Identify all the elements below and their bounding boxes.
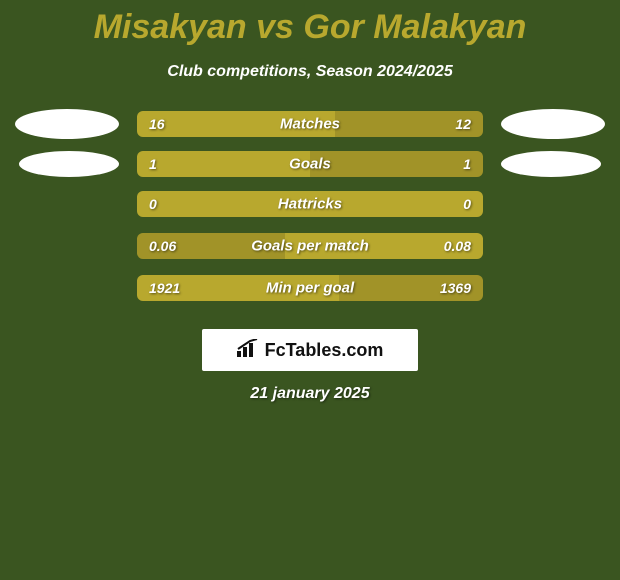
bar-fill-right: [310, 151, 483, 177]
stat-bar: 1 Goals 1: [137, 151, 483, 177]
stats-row: 1 Goals 1: [0, 151, 620, 177]
stats-row: 16 Matches 12: [0, 109, 620, 139]
stat-right-value: 1: [463, 156, 471, 172]
stats-row: 0 Hattricks 0: [0, 189, 620, 219]
player-right-balloon: [501, 151, 601, 177]
balloon-spacer: [501, 231, 605, 261]
stats-row: 0.06 Goals per match 0.08: [0, 231, 620, 261]
stat-label: Hattricks: [278, 196, 342, 213]
stat-label: Goals per match: [251, 238, 369, 255]
balloon-spacer: [15, 273, 119, 303]
stat-left-value: 0: [149, 196, 157, 212]
logo-text: FcTables.com: [265, 340, 384, 361]
balloon-spacer: [15, 231, 119, 261]
bar-chart-icon: [237, 339, 259, 362]
stats-row: 1921 Min per goal 1369: [0, 273, 620, 303]
stat-right-value: 1369: [440, 280, 471, 296]
date-text: 21 january 2025: [0, 385, 620, 403]
stat-left-value: 1921: [149, 280, 180, 296]
stat-right-value: 0.08: [444, 238, 471, 254]
stat-bar: 0.06 Goals per match 0.08: [137, 233, 483, 259]
player-left-balloon: [15, 109, 119, 139]
player-right-balloon: [501, 109, 605, 139]
stats-area: 16 Matches 12 1 Goals 1 0 Hattricks 0 0.06 Goals p…: [0, 109, 620, 303]
stat-left-value: 1: [149, 156, 157, 172]
infographic-container: Misakyan vs Gor Malakyan Club competitio…: [0, 0, 620, 403]
stat-label: Min per goal: [266, 280, 354, 297]
stat-right-value: 12: [455, 116, 471, 132]
stat-label: Goals: [289, 156, 331, 173]
stat-right-value: 0: [463, 196, 471, 212]
logo-box: FcTables.com: [202, 329, 418, 371]
stat-left-value: 0.06: [149, 238, 176, 254]
balloon-spacer: [501, 273, 605, 303]
subtitle: Club competitions, Season 2024/2025: [0, 63, 620, 81]
player-left-balloon: [19, 151, 119, 177]
stat-label: Matches: [280, 116, 340, 133]
stat-bar: 1921 Min per goal 1369: [137, 275, 483, 301]
stat-bar: 0 Hattricks 0: [137, 191, 483, 217]
page-title: Misakyan vs Gor Malakyan: [0, 8, 620, 47]
stat-bar: 16 Matches 12: [137, 111, 483, 137]
balloon-spacer: [15, 189, 119, 219]
balloon-spacer: [501, 189, 605, 219]
stat-left-value: 16: [149, 116, 165, 132]
